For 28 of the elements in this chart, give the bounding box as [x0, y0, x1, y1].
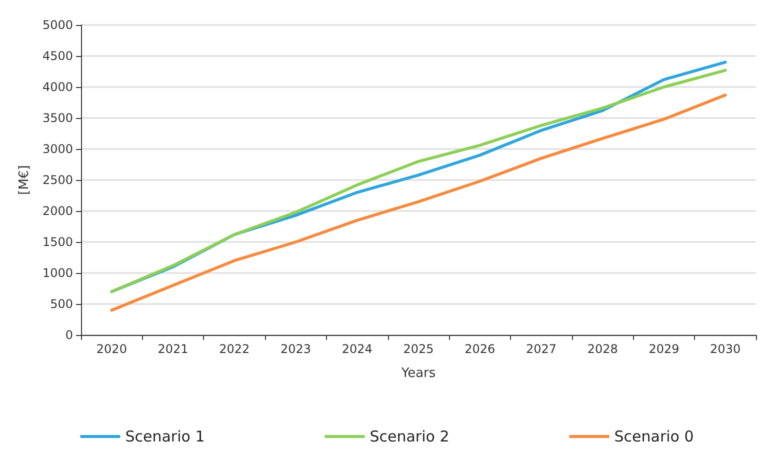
x-tick-label: 2024: [342, 342, 372, 356]
x-tick-label: 2028: [587, 342, 618, 356]
x-tick-label: 2021: [158, 342, 188, 356]
x-tick-label: 2026: [464, 342, 496, 356]
x-tick-label: 2022: [219, 342, 250, 356]
y-tick-label: 0: [65, 328, 73, 342]
line-series: [110, 94, 727, 312]
y-axis-title: [M€]: [17, 165, 32, 195]
x-tick-label: 2029: [648, 342, 680, 356]
y-tick-label: 2000: [42, 204, 73, 218]
legend-label: Scenario 1: [125, 428, 205, 446]
y-tick-label: 2500: [42, 173, 73, 187]
y-tick-label: 500: [50, 297, 73, 311]
y-tick-label: 5000: [42, 18, 73, 32]
y-tick-label: 3500: [42, 111, 73, 125]
x-tick-label: 2023: [280, 342, 312, 356]
legend-label: Scenario 0: [614, 428, 694, 446]
y-tick-label: 1000: [42, 266, 73, 280]
x-tick-label: 2027: [526, 342, 556, 356]
y-tick-label: 3000: [42, 142, 73, 156]
y-tick-label: 1500: [42, 235, 73, 249]
legend-label: Scenario 2: [370, 428, 450, 446]
x-tick-label: 2020: [96, 342, 127, 356]
x-tick-label: 2025: [403, 342, 434, 356]
x-tick-label: 2030: [710, 342, 741, 356]
x-axis-title: Years: [400, 366, 436, 381]
y-tick-label: 4500: [42, 49, 73, 63]
y-tick-label: 4000: [42, 80, 73, 94]
